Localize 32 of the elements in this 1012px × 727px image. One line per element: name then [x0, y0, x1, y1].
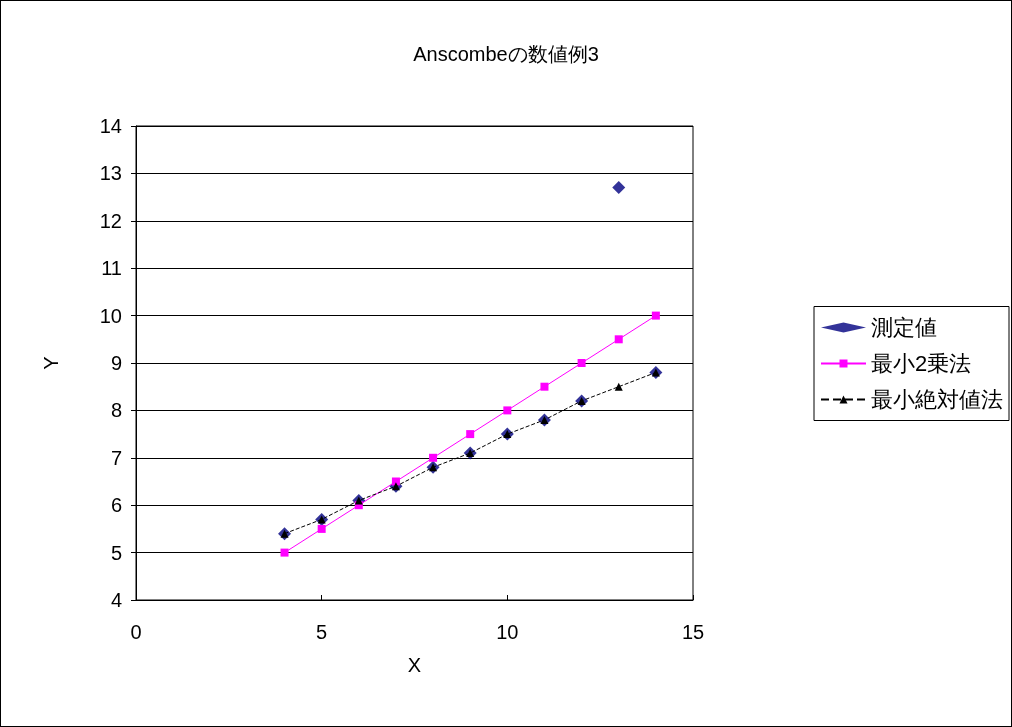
x-tick-label: 5 — [316, 621, 328, 643]
y-tick-label: 11 — [101, 257, 122, 280]
point — [503, 406, 512, 415]
point — [577, 359, 586, 367]
x-tick-label: 10 — [496, 621, 519, 643]
legend-label: 最小2乗法 — [871, 351, 972, 376]
chart-title: Anscombeの数値例3 — [413, 43, 599, 65]
point — [280, 548, 289, 557]
x-tick-label: 0 — [130, 621, 142, 643]
y-tick-label: 7 — [110, 446, 122, 469]
point — [466, 430, 475, 439]
y-tick-label: 12 — [99, 209, 122, 232]
y-tick-label: 6 — [110, 494, 122, 517]
y-tick-label: 10 — [99, 304, 122, 327]
y-tick-label: 8 — [110, 399, 122, 422]
point — [317, 524, 326, 533]
point — [614, 382, 623, 391]
point — [614, 335, 623, 344]
legend-label: 最小絶対値法 — [871, 387, 1003, 412]
point — [540, 382, 549, 391]
y-tick-label: 13 — [99, 162, 122, 185]
point — [612, 181, 626, 195]
y-tick-label: 9 — [110, 352, 122, 374]
y-tick-label: 14 — [99, 115, 122, 137]
x-axis-title: X — [407, 654, 422, 676]
y-tick-label: 4 — [110, 589, 122, 611]
y-tick-label: 5 — [110, 541, 122, 564]
y-axis-title: Y — [40, 356, 62, 370]
point — [651, 311, 660, 320]
x-tick-label: 15 — [681, 621, 705, 643]
point — [429, 453, 438, 462]
legend-label: 測定値 — [871, 315, 937, 340]
